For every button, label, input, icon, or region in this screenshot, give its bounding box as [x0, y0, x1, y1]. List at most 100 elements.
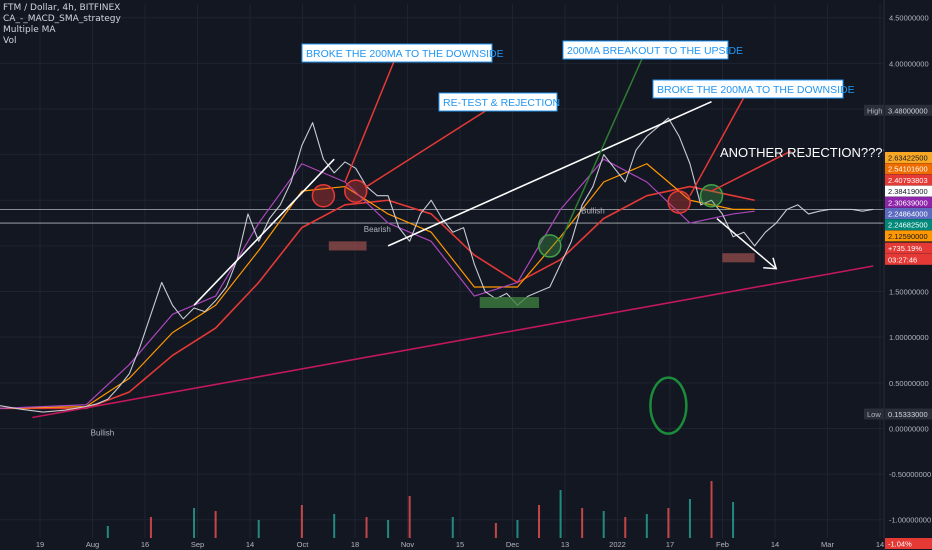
signal-marker-label: Bullish	[91, 429, 115, 438]
x-tick-label: 14	[246, 540, 254, 549]
y-tick-label: -1.00000000	[889, 516, 931, 525]
level-tag: 2.38419000	[888, 187, 928, 196]
change-tag-bg	[885, 242, 932, 254]
x-tick-label: 18	[351, 540, 359, 549]
marker-circle[interactable]	[699, 183, 724, 208]
bottom-tag: -1.04%	[888, 540, 912, 549]
ma-50-line	[0, 158, 755, 409]
annotation-pointer	[711, 150, 792, 192]
level-tag: 2.24682500	[888, 221, 928, 230]
study-vol[interactable]: Vol	[3, 36, 17, 46]
high-tag-label: High	[867, 106, 882, 115]
volume-bar	[193, 508, 196, 538]
trendline-rising[interactable]	[193, 158, 335, 306]
y-tick-label: 1.50000000	[889, 288, 929, 297]
y-tick-label: 0.50000000	[889, 379, 929, 388]
volume-bar	[451, 517, 454, 538]
x-tick-label: Sep	[191, 540, 204, 549]
y-tick-label: 1.00000000	[889, 333, 929, 342]
volume-bar	[581, 508, 584, 538]
annotation-text: ANOTHER REJECTION????	[720, 145, 890, 160]
annotation-box[interactable]	[301, 43, 493, 63]
high-tag-value: 3.48000000	[888, 106, 928, 115]
trendline-support[interactable]	[32, 265, 874, 419]
level-tag: 2.30639000	[888, 198, 928, 207]
change-tag: +735.19%	[888, 244, 922, 253]
annotation-box[interactable]	[438, 92, 558, 112]
volume-bar	[387, 520, 390, 538]
study-multiple-ma[interactable]: Multiple MA	[3, 25, 56, 35]
level-tag: 2.12590000	[888, 232, 928, 241]
y-tick-label: 0.00000000	[889, 424, 929, 433]
volume-bar	[333, 514, 336, 538]
low-tag-bg	[864, 408, 884, 420]
low-tag-value: 0.15333000	[888, 410, 928, 419]
volume-highlight-ellipse[interactable]	[649, 376, 688, 435]
annotation-text: BROKE THE 200MA TO THE DOWNSIDE	[306, 48, 504, 60]
volume-bar	[149, 517, 152, 538]
annotation-box[interactable]	[562, 40, 729, 60]
x-tick-label: 16	[141, 540, 149, 549]
level-tag: 2.63422500	[888, 154, 928, 163]
countdown-tag-bg	[885, 253, 932, 265]
volume-bar	[408, 496, 411, 538]
marker-circle[interactable]	[667, 190, 691, 214]
low-tag-label: Low	[867, 410, 881, 419]
signal-marker-label: Bearish	[364, 225, 391, 234]
level-tag-bg	[885, 163, 932, 175]
level-tag-bg	[885, 196, 932, 208]
volume-bar	[106, 526, 109, 538]
marker-circle[interactable]	[344, 179, 368, 203]
volume-bar	[710, 481, 713, 538]
volume-bar	[494, 523, 497, 538]
marker-circle[interactable]	[538, 234, 562, 258]
x-tick-label: Aug	[86, 540, 99, 549]
x-tick-label: 19	[36, 540, 44, 549]
x-tick-label: 14	[771, 540, 779, 549]
annotation-text: 200MA BREAKOUT TO THE UPSIDE	[567, 45, 743, 57]
symbol-title[interactable]: FTM / Dollar, 4h, BITFINEX	[3, 3, 121, 13]
annotation-pointer	[689, 89, 749, 197]
volume-bar	[688, 499, 691, 538]
level-tag: 2.24864000	[888, 210, 928, 219]
x-tick-label: 14	[876, 540, 884, 549]
volume-bar	[645, 514, 648, 538]
x-tick-label: Feb	[716, 540, 729, 549]
annotation-pointer	[366, 102, 499, 188]
annotation-box[interactable]	[652, 79, 844, 99]
annotation-pointer	[559, 50, 647, 242]
volume-bar	[214, 511, 217, 538]
y-tick-label: 4.50000000	[889, 14, 929, 23]
annotation-text: BROKE THE 200MA TO THE DOWNSIDE	[657, 84, 855, 96]
marker-circle[interactable]	[311, 183, 336, 208]
time-scale-background	[0, 538, 884, 550]
level-tag-bg	[885, 219, 932, 231]
countdown-tag: 03:27:46	[888, 255, 917, 264]
bottom-tag-bg	[885, 538, 932, 549]
study-macd[interactable]: CA_-_MACD_SMA_strategy	[3, 14, 121, 24]
ma-100-line	[0, 163, 755, 409]
projection-arrow-head	[763, 257, 778, 270]
high-tag-bg	[864, 104, 884, 116]
high-tag-value-bg	[885, 104, 932, 116]
x-tick-label: Oct	[297, 540, 310, 549]
volume-bar	[365, 517, 368, 538]
x-tick-label: 13	[561, 540, 569, 549]
x-tick-label: Nov	[401, 540, 415, 549]
x-tick-label: 2022	[609, 540, 626, 549]
price-zone[interactable]	[328, 241, 367, 251]
x-tick-label: 15	[456, 540, 464, 549]
price-zone[interactable]	[479, 297, 540, 308]
volume-bar	[300, 505, 303, 538]
x-tick-label: Dec	[506, 540, 520, 549]
level-tag-bg	[885, 152, 932, 163]
trendline-resistance[interactable]	[387, 100, 712, 247]
y-tick-label: 4.00000000	[889, 59, 929, 68]
volume-bar	[732, 502, 735, 538]
level-tag-bg	[885, 174, 932, 186]
projection-arrow[interactable]	[716, 217, 777, 270]
price-zone[interactable]	[722, 253, 755, 263]
annotation-text: RE-TEST & REJECTION	[443, 97, 560, 109]
level-tag-bg	[885, 185, 932, 197]
